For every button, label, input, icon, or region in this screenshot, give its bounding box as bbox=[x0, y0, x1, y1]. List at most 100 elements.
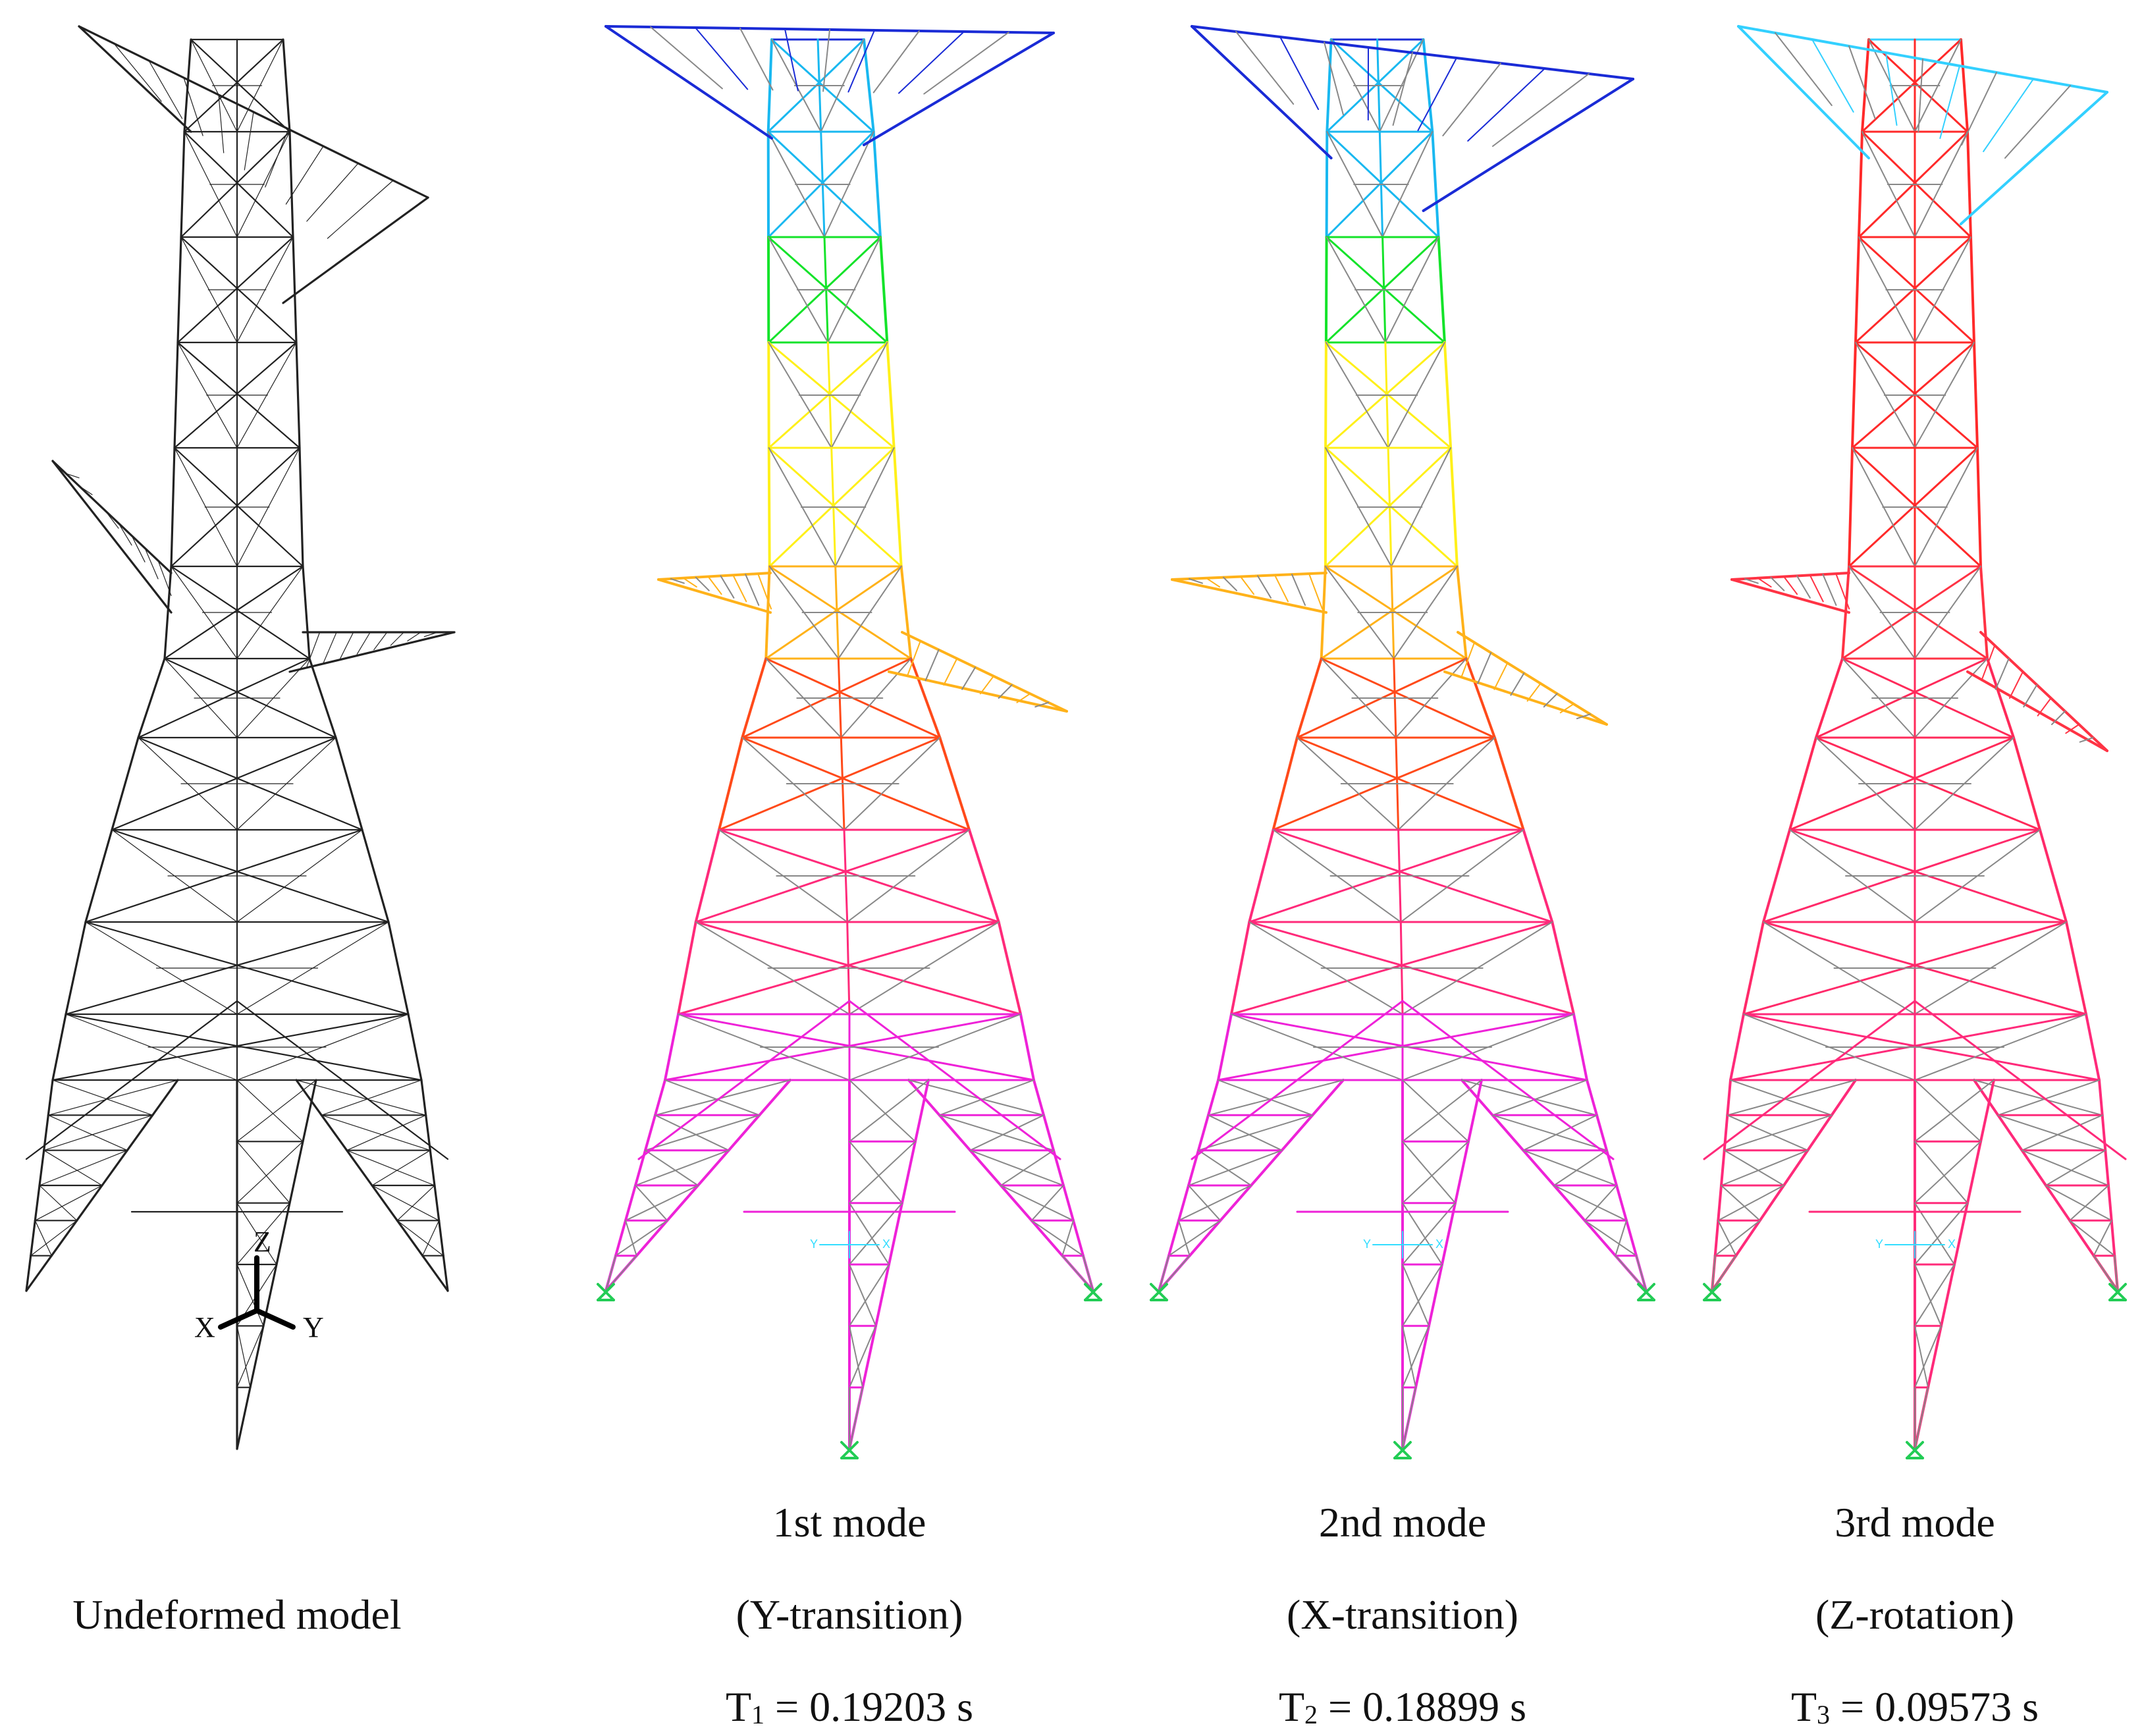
mode2-brace bbox=[1168, 1220, 1221, 1257]
mode2-brace bbox=[1208, 1114, 1283, 1151]
undeformed-brace bbox=[321, 1114, 431, 1151]
mode2-leg bbox=[1625, 1219, 1638, 1257]
mode1-arm-brace bbox=[695, 576, 710, 591]
undeformed-leg bbox=[30, 1219, 36, 1257]
mode2-arm-brace bbox=[1324, 41, 1344, 115]
mode1-leg bbox=[644, 1114, 657, 1152]
mode2-arm-brace bbox=[1510, 672, 1525, 696]
undeformed-arm bbox=[288, 631, 456, 673]
undeformed-tower-drawing: Z X Y bbox=[25, 25, 456, 1450]
mode2-brace bbox=[1584, 1220, 1637, 1257]
mode3-brace bbox=[1914, 1386, 1929, 1450]
mode1-leg bbox=[874, 1263, 890, 1328]
mode3-leg bbox=[2110, 1219, 2116, 1257]
mode2-brace bbox=[1158, 1255, 1191, 1291]
mode3-arm-brace bbox=[1995, 658, 2010, 690]
undeformed-leg bbox=[429, 1149, 436, 1187]
undeformed-leg bbox=[137, 657, 166, 739]
mode1-leg bbox=[901, 1140, 917, 1205]
mode1-brace bbox=[1061, 1220, 1074, 1257]
mode3-arch bbox=[1914, 1000, 2127, 1160]
undeformed-arm-brace bbox=[265, 128, 289, 188]
mode2-brace bbox=[1402, 1202, 1456, 1265]
mode2-leg bbox=[1572, 1013, 1588, 1081]
mode2-arm-brace bbox=[1442, 63, 1501, 136]
undeformed-brace bbox=[39, 1150, 128, 1186]
mode2-arm bbox=[1171, 572, 1327, 581]
mode3-brace bbox=[1730, 1079, 1833, 1116]
mode2-brace bbox=[1198, 1114, 1314, 1151]
mode3-leg bbox=[1758, 1184, 1785, 1222]
undeformed-leg bbox=[176, 236, 182, 344]
mode2-brace bbox=[1402, 1264, 1430, 1327]
mode3-leg bbox=[2012, 736, 2041, 831]
mode3-leg bbox=[1973, 1079, 2000, 1117]
mode1-leg bbox=[879, 236, 889, 344]
mode1-brace bbox=[625, 1220, 637, 1257]
undeformed-brace bbox=[236, 1203, 290, 1265]
mode3-leg bbox=[1851, 341, 1857, 449]
mode2-arm-brace bbox=[1189, 578, 1203, 584]
undeformed-brace bbox=[236, 1141, 304, 1204]
mode1-arm-brace bbox=[650, 26, 723, 90]
mode3-arm-brace bbox=[1961, 72, 1997, 146]
mode1-leg bbox=[677, 921, 697, 1016]
undeformed-brace bbox=[26, 1255, 52, 1291]
mode1-arm-brace bbox=[739, 28, 774, 91]
undeformed-brace bbox=[321, 1079, 422, 1116]
mode1-brace bbox=[938, 1079, 1034, 1116]
undeformed-leg bbox=[126, 1114, 154, 1152]
mode2-arm-brace bbox=[1576, 713, 1591, 720]
mode2-brace bbox=[1188, 1149, 1283, 1186]
undeformed-arm-brace bbox=[131, 535, 146, 562]
undeformed-brace bbox=[47, 1114, 128, 1151]
mode3-arm bbox=[1730, 578, 1850, 614]
mode1-arm-brace bbox=[1034, 701, 1050, 708]
mode2-brace bbox=[1491, 1114, 1607, 1151]
mode3-leg bbox=[1806, 1114, 1833, 1152]
undeformed-leg bbox=[51, 1013, 67, 1081]
undeformed-brace bbox=[396, 1185, 435, 1221]
mode1-brace bbox=[1000, 1185, 1074, 1222]
mode2-arm bbox=[1443, 670, 1608, 726]
mode1-brace bbox=[849, 1079, 916, 1143]
support-icon bbox=[1906, 1441, 1924, 1459]
mode3-leg bbox=[1717, 1184, 1723, 1222]
mode3-leg bbox=[2039, 828, 2068, 923]
undeformed-leg bbox=[38, 1149, 45, 1187]
mode1-arm-brace bbox=[979, 675, 994, 695]
mode3-arm-brace bbox=[1757, 577, 1772, 588]
mode3-leg bbox=[2020, 1149, 2047, 1187]
undeformed-leg bbox=[420, 1079, 427, 1116]
mode3-arch bbox=[1703, 1000, 1916, 1160]
undeformed-leg bbox=[396, 1219, 424, 1257]
mode2-brace bbox=[1615, 1220, 1627, 1257]
mode3-arm-brace bbox=[2004, 85, 2071, 159]
mode1-leg bbox=[892, 447, 903, 568]
mode2-brace bbox=[1615, 1255, 1647, 1291]
mode3-leg bbox=[1953, 1201, 1969, 1266]
caption-mode2-subtitle: (X-transition) bbox=[1287, 1591, 1518, 1638]
mode3-brace bbox=[1914, 1264, 1942, 1327]
mode1-arm bbox=[901, 631, 1068, 713]
mode3-brace bbox=[2021, 1149, 2109, 1186]
mode1-brace bbox=[849, 1141, 903, 1204]
mode3-arm-brace bbox=[2079, 737, 2094, 743]
mode2-leg bbox=[1449, 447, 1459, 568]
mode2-brace bbox=[1461, 1079, 1597, 1116]
undeformed-leg bbox=[170, 447, 176, 568]
mode1-leg bbox=[767, 447, 771, 568]
mode3-leg bbox=[1726, 1079, 1732, 1117]
mode3-leg bbox=[1782, 1149, 1809, 1187]
undeformed-brace bbox=[43, 1114, 153, 1151]
mode1-arm-brace bbox=[948, 32, 1054, 95]
mode2-brace bbox=[1402, 1079, 1482, 1143]
undeformed-arm-brace bbox=[183, 77, 203, 136]
undeformed-leg bbox=[34, 1184, 41, 1222]
mode1-leg bbox=[997, 921, 1022, 1016]
undeformed-brace bbox=[39, 1185, 78, 1221]
undeformed-arm-brace bbox=[348, 197, 429, 256]
undeformed-arch bbox=[25, 1000, 238, 1160]
undeformed-arm-brace bbox=[78, 485, 93, 495]
